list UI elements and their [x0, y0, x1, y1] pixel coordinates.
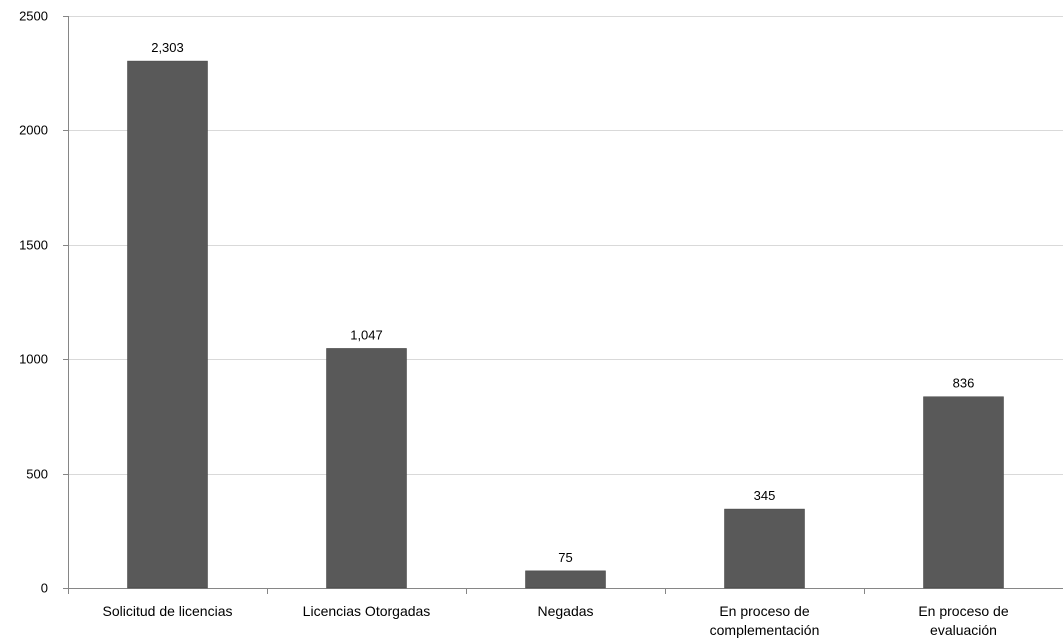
data-label: 2,303 — [151, 40, 184, 55]
data-label: 836 — [953, 376, 975, 391]
y-tick-label: 1500 — [19, 238, 48, 253]
bar — [724, 508, 805, 589]
y-tick-label: 2500 — [19, 9, 48, 24]
bar — [326, 348, 407, 589]
data-label: 345 — [754, 488, 776, 503]
y-tick-label: 0 — [41, 581, 48, 596]
bar — [923, 396, 1004, 589]
data-label: 75 — [558, 550, 572, 565]
y-tick-label: 500 — [26, 467, 48, 482]
category-label: En proceso de — [918, 603, 1008, 619]
bar — [127, 60, 208, 589]
bar — [525, 570, 606, 589]
category-label: complementación — [710, 622, 820, 638]
y-tick-label: 1000 — [19, 352, 48, 367]
category-label: En proceso de — [719, 603, 809, 619]
category-label: Solicitud de licencias — [103, 603, 233, 619]
category-label: Licencias Otorgadas — [303, 603, 431, 619]
category-label: Negadas — [537, 603, 593, 619]
category-label: evaluación — [930, 622, 997, 638]
data-label: 1,047 — [350, 327, 383, 342]
y-tick-label: 2000 — [19, 123, 48, 138]
